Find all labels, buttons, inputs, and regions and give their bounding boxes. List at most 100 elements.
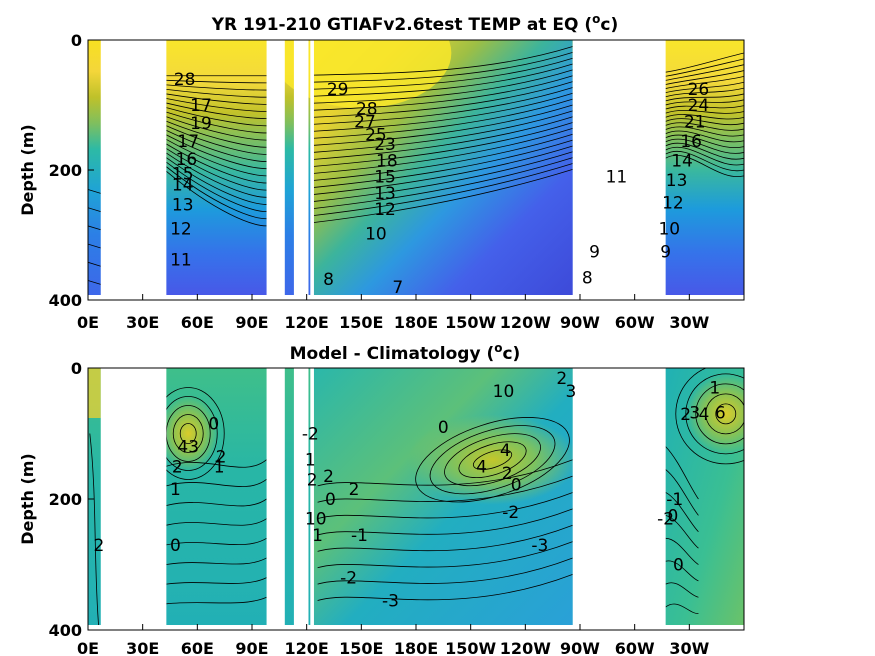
isotherm-west xyxy=(166,102,267,120)
isotherm-atlantic xyxy=(665,81,744,94)
x-tick-label: 180E xyxy=(394,313,438,332)
isotherm-atlantic xyxy=(665,146,744,166)
isotherm-atlantic xyxy=(665,122,744,131)
isotherm-west xyxy=(166,89,267,98)
isotherm-west xyxy=(166,139,267,177)
anomaly-west-edge xyxy=(88,368,101,418)
contour-label: 28 xyxy=(356,99,378,119)
contour-label: 2 xyxy=(172,457,183,477)
x-tick-label: 90W xyxy=(560,639,600,656)
isotherm-pacific xyxy=(313,57,573,90)
contour-label: 13 xyxy=(666,171,688,191)
x-tick-label: 120E xyxy=(285,639,329,656)
contour-label: 13 xyxy=(172,195,194,215)
land-gap xyxy=(572,40,666,300)
land-gap xyxy=(293,40,309,300)
contour-ring xyxy=(695,383,744,445)
contour-label: 0 xyxy=(208,415,219,435)
isotherm-atlantic xyxy=(665,151,744,172)
isotherm-pacific xyxy=(313,51,573,83)
contour-label: -1 xyxy=(351,526,368,546)
isotherm-pacific xyxy=(313,87,573,125)
isotherm-pacific xyxy=(313,46,573,76)
x-tick-label: 60E xyxy=(181,639,214,656)
isotherm-west xyxy=(166,84,267,91)
contour-line xyxy=(317,524,573,552)
contour-ring xyxy=(675,368,744,465)
x-tick-label: 150E xyxy=(339,313,383,332)
contour-label: 0 xyxy=(325,490,336,510)
contour-ring xyxy=(705,393,744,435)
contour-label: 26 xyxy=(688,80,710,100)
x-tick-label: 60W xyxy=(615,313,655,332)
land-gap xyxy=(310,368,314,630)
contour-line xyxy=(665,537,699,565)
isotherm-west xyxy=(166,129,267,162)
x-tick-labels: 0E 30E 60E 90E 120E 150E 180E 150W 120W 90W 60W 30W xyxy=(77,624,710,656)
y-tick-labels: 0 200 400 xyxy=(49,359,94,640)
contour-label: 16 xyxy=(176,150,198,170)
isotherm-edge xyxy=(88,225,101,231)
contour-labels: 2817191716151413121129282725231815131210… xyxy=(170,70,709,298)
isotherm-west xyxy=(166,148,267,191)
contour-label: 2 xyxy=(216,447,227,467)
isotherm-west xyxy=(166,93,267,105)
contour-ring xyxy=(472,449,513,470)
isotherm-atlantic xyxy=(665,64,744,81)
contour-label: 10 xyxy=(658,220,680,240)
contour-label: 25 xyxy=(365,125,387,145)
isotherm-edge xyxy=(88,243,101,249)
isotherm-atlantic xyxy=(665,155,744,178)
land-gap xyxy=(310,40,314,300)
contour-label: 15 xyxy=(172,164,194,184)
y-tick-label: 200 xyxy=(49,161,82,180)
isotherm-pacific xyxy=(313,98,573,139)
panel-title: YR 191-210 GTIAFv2.6test TEMP at EQ (oc) xyxy=(211,12,619,35)
contour-label: 21 xyxy=(684,112,706,132)
contour-label: 11 xyxy=(606,168,628,188)
isotherm-pacific xyxy=(313,145,573,195)
x-tick-label: 0E xyxy=(77,639,99,656)
contour-label: 10 xyxy=(493,382,515,402)
contour-label: 18 xyxy=(376,151,398,171)
isotherm-atlantic xyxy=(665,58,744,77)
anomaly-warm xyxy=(407,414,578,505)
isotherm-west xyxy=(166,157,267,205)
land-gap xyxy=(266,40,285,300)
isotherm-pacific xyxy=(313,122,573,167)
isotherm-atlantic xyxy=(665,99,744,106)
isotherm-west xyxy=(166,111,267,134)
isotherm-atlantic xyxy=(665,70,744,85)
land-gap xyxy=(293,368,309,630)
isotherm-west xyxy=(166,161,267,212)
y-tick-label: 200 xyxy=(49,490,82,509)
x-tick-label: 90W xyxy=(560,313,600,332)
isotherm-west xyxy=(166,166,267,220)
contour-line xyxy=(317,492,573,520)
contour-label: 7 xyxy=(392,278,403,298)
isotherm-edge xyxy=(88,189,101,194)
isotherm-pacific xyxy=(313,75,573,111)
x-tick-label: 120W xyxy=(500,313,551,332)
land-gap xyxy=(572,368,666,630)
isotherm-west xyxy=(166,120,267,148)
x-tick-labels: 0E 30E 60E 90E 120E 150E 180E 150W 120W 90W 60W 30W xyxy=(77,294,710,332)
isotherm-atlantic xyxy=(665,110,744,114)
x-tick-label: 150W xyxy=(445,313,496,332)
contour-label: 4 xyxy=(500,441,511,461)
contour-label: 8 xyxy=(323,270,334,290)
contour-label: 1 xyxy=(170,480,181,500)
isotherm-edge xyxy=(88,261,101,267)
x-tick-label: 0E xyxy=(77,313,99,332)
contour-label: 16 xyxy=(680,132,702,152)
contour-label: 2 xyxy=(502,464,513,484)
contour-line xyxy=(317,508,573,536)
isotherm-pacific xyxy=(313,163,573,216)
y-tick-label: 0 xyxy=(71,31,82,50)
land-mask xyxy=(88,368,744,630)
contour-label: 1 xyxy=(709,379,720,399)
contour-label: 24 xyxy=(688,96,710,116)
isotherm-atlantic xyxy=(665,118,744,126)
contour-label: 12 xyxy=(374,200,396,220)
